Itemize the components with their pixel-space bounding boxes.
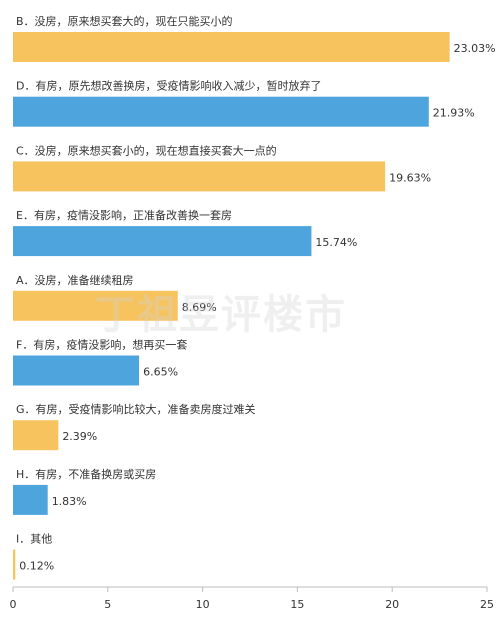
bar: [13, 484, 48, 515]
data-label: 23.03%: [454, 42, 496, 55]
data-label: 8.69%: [182, 301, 217, 314]
category-label: I．其他: [16, 533, 52, 546]
bar: [13, 161, 386, 192]
category-label: C．没房，原来想买套小的，现在想直接买套大一点的: [16, 143, 277, 157]
bar: [13, 420, 59, 451]
category-label: B．没房，原来想买套大的，现在只能买小的: [16, 14, 233, 28]
bar: [13, 32, 450, 62]
bar: [13, 96, 429, 127]
data-label: 21.93%: [433, 107, 475, 120]
category-label: E．有房，疫情没影响，正准备改善换一套房: [16, 208, 232, 222]
data-label: 19.63%: [389, 171, 431, 184]
bar: [13, 290, 178, 321]
data-label: 0.12%: [19, 560, 54, 573]
bar: [13, 549, 16, 580]
x-tick-label: 20: [385, 598, 399, 611]
category-label: H．有房，不准备换房或买房: [16, 467, 156, 481]
data-label: 15.74%: [315, 236, 357, 249]
category-label: D．有房，原先想改善换房，受疫情影响收入减少，暂时放弃了: [16, 79, 321, 93]
data-label: 2.39%: [62, 430, 97, 443]
x-tick-label: 10: [196, 598, 210, 611]
x-tick-label: 15: [290, 598, 304, 611]
bar: [13, 355, 140, 386]
category-label: A．没房，准备继续租房: [16, 273, 134, 287]
bar: [13, 226, 312, 257]
x-tick-label: 0: [10, 598, 17, 611]
data-label: 1.83%: [52, 495, 87, 508]
data-label: 6.65%: [143, 366, 178, 379]
x-tick-label: 25: [480, 598, 494, 611]
category-label: F．有房，疫情没影响，想再买一套: [16, 338, 187, 352]
x-tick-label: 5: [104, 598, 111, 611]
category-label: G．有房，受疫情影响比较大，准备卖房度过难关: [16, 402, 256, 416]
